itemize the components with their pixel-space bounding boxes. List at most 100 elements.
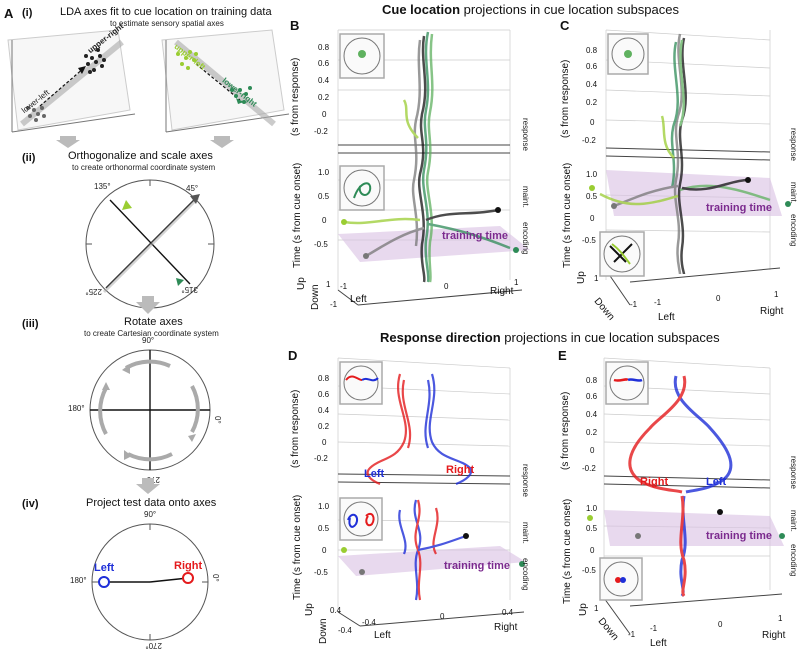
c-tick-upper-3: 0.2 xyxy=(586,98,598,107)
c-x-left: Left xyxy=(658,312,675,323)
e-y-label-cue: Time (s from cue onset) xyxy=(562,498,573,604)
iii-angle-90: 90° xyxy=(142,336,155,345)
step-iii-circle-diagram xyxy=(89,349,211,471)
c-tick-upper-1: 0.6 xyxy=(586,62,598,71)
c-maint-label: maint. xyxy=(789,182,798,204)
e-y-label-response: (s from response) xyxy=(560,391,571,470)
d-tick-lower-3: -0.5 xyxy=(314,568,328,577)
angle-225: 225° xyxy=(85,287,102,296)
iii-angle-0: 0° xyxy=(213,416,222,424)
d-y-tick-0: 0.4 xyxy=(330,606,342,615)
header-bottom-rest: projections in cue location subspaces xyxy=(504,330,720,345)
d-tick-lower-1: 0.5 xyxy=(318,524,330,533)
c-y-label-response: (s from response) xyxy=(560,59,571,138)
b-encoding-label: encoding xyxy=(521,222,530,255)
c-tick-lower-2: 0 xyxy=(590,214,595,223)
b-y-tick-0: 1 xyxy=(326,280,331,289)
b-x-tick-0: -1 xyxy=(340,282,348,291)
c-encoding-label: encoding xyxy=(789,214,798,247)
step-ii-title: Orthogonalize and scale axes xyxy=(68,150,213,162)
step-i-subtitle: to estimate sensory spatial axes xyxy=(110,19,224,28)
d-right-trace-label: Right xyxy=(446,464,475,476)
d-x-tick-1: 0 xyxy=(440,612,445,621)
b-x-tick-1: 0 xyxy=(444,282,449,291)
e-tick-lower-0: 1.0 xyxy=(586,504,598,513)
e-x-tick-1: 0 xyxy=(718,620,723,629)
iv-angle-0: 0° xyxy=(211,574,220,582)
b-x-left: Left xyxy=(350,294,367,305)
e-y-up: Up xyxy=(578,603,589,616)
b-tick-upper-4: 0 xyxy=(322,110,327,119)
arrow-iii-to-iv xyxy=(136,478,160,494)
panel-c-label: C xyxy=(560,18,570,33)
b-training-time: training time xyxy=(442,230,509,242)
angle-315: 315° xyxy=(181,285,198,294)
step-i-number: (i) xyxy=(22,7,33,19)
step-iii-number: (iii) xyxy=(22,318,39,330)
e-tick-lower-1: 0.5 xyxy=(586,524,598,533)
d-tick-upper-0: 0.8 xyxy=(318,374,330,383)
b-tick-upper-1: 0.6 xyxy=(318,59,330,68)
d-training-time: training time xyxy=(444,560,511,572)
e-y-tick-1: -1 xyxy=(628,630,636,639)
c-tick-upper-5: -0.2 xyxy=(582,136,596,145)
d-tick-upper-3: 0.2 xyxy=(318,422,330,431)
b-maint-label: maint. xyxy=(521,186,530,208)
panel-b-label: B xyxy=(290,18,300,33)
d-encoding-label: encoding xyxy=(521,558,530,591)
e-tick-upper-5: -0.2 xyxy=(582,464,596,473)
step-iii-subtitle: to create Cartesian coordinate system xyxy=(84,329,219,338)
e-x-left: Left xyxy=(650,638,667,649)
e-training-time: training time xyxy=(706,530,773,542)
iv-right-label: Right xyxy=(174,560,203,572)
iv-angle-180: 180° xyxy=(70,576,87,585)
header-bottom: Response direction projections in cue lo… xyxy=(380,330,720,345)
step-ii-circle-diagram xyxy=(85,179,215,309)
e-x-tick-2: 1 xyxy=(778,614,783,623)
header-top: Cue location projections in cue location… xyxy=(382,2,679,17)
c-y-up: Up xyxy=(576,271,587,284)
b-y-label-response: (s from response) xyxy=(290,57,301,136)
e-x-right: Right xyxy=(762,630,786,641)
c-tick-lower-0: 1.0 xyxy=(586,170,598,179)
b-tick-upper-3: 0.2 xyxy=(318,93,330,102)
b-tick-lower-1: 0.5 xyxy=(318,192,330,201)
b-y-down: Down xyxy=(310,284,321,310)
header-bottom-bold: Response direction xyxy=(380,330,501,345)
b-x-tick-2: 1 xyxy=(514,278,519,287)
c-x-tick-2: 1 xyxy=(774,290,779,299)
e-tick-lower-2: 0 xyxy=(590,546,595,555)
b-tick-upper-0: 0.8 xyxy=(318,43,330,52)
step-iv-number: (iv) xyxy=(22,498,39,510)
d-x-left: Left xyxy=(374,630,391,641)
e-maint-label: maint. xyxy=(789,510,798,532)
c-tick-upper-0: 0.8 xyxy=(586,46,598,55)
d-x-right: Right xyxy=(494,622,518,633)
d-tick-upper-5: -0.2 xyxy=(314,454,328,463)
angle-135: 135° xyxy=(94,182,111,191)
step-ii-number: (ii) xyxy=(22,152,36,164)
step-i-diagram xyxy=(7,29,290,148)
b-tick-lower-2: 0 xyxy=(322,216,327,225)
d-y-tick-1: -0.4 xyxy=(338,626,352,635)
panel-e-plot xyxy=(587,357,785,635)
b-y-tick-1: -1 xyxy=(330,300,338,309)
e-left-trace-label: Left xyxy=(706,476,727,488)
e-y-tick-0: 1 xyxy=(594,604,599,613)
step-ii-subtitle: to create orthonormal coordinate system xyxy=(72,163,216,172)
d-y-label-response: (s from response) xyxy=(290,389,301,468)
c-training-time: training time xyxy=(706,202,773,214)
d-tick-lower-0: 1.0 xyxy=(318,502,330,511)
step-i-title: LDA axes fit to cue location on training… xyxy=(60,6,272,18)
e-right-trace-label: Right xyxy=(640,476,669,488)
e-tick-upper-0: 0.8 xyxy=(586,376,598,385)
arrow-ii-to-iii xyxy=(136,296,160,314)
d-y-down: Down xyxy=(318,618,329,644)
d-tick-upper-1: 0.6 xyxy=(318,390,330,399)
iv-angle-270: 270° xyxy=(145,641,162,650)
c-y-tick-1: -1 xyxy=(630,300,638,309)
panel-d-label: D xyxy=(288,348,298,363)
step-iii-title: Rotate axes xyxy=(124,316,183,328)
panel-e-label: E xyxy=(558,348,567,363)
b-x-right: Right xyxy=(490,286,514,297)
